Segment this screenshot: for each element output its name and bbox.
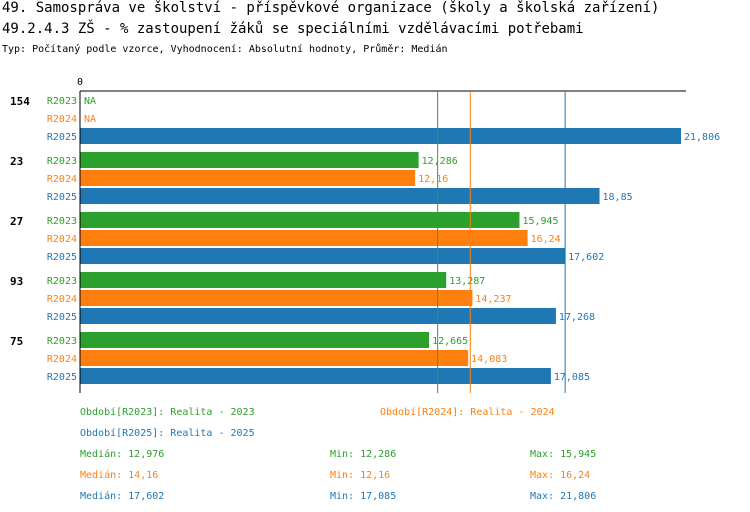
bar-r2023 [80, 272, 447, 288]
legend-max-2023: Max: 15,945 [530, 449, 597, 460]
series-label: R2024 [47, 234, 77, 245]
data-label-na: NA [84, 114, 96, 125]
series-label: R2023 [47, 336, 77, 347]
bar-r2023 [80, 212, 520, 228]
data-label: 14,237 [475, 294, 511, 305]
data-label: 17,085 [554, 372, 590, 383]
series-label: R2025 [47, 252, 77, 263]
series-label: R2024 [47, 354, 77, 365]
data-label: 17,268 [559, 312, 595, 323]
series-label: R2025 [47, 372, 77, 383]
series-label: R2023 [47, 156, 77, 167]
axis-zero-label: 0 [77, 77, 83, 88]
data-label: 12,16 [418, 174, 448, 185]
data-label: 16,24 [531, 234, 561, 245]
bar-r2024 [80, 350, 469, 366]
data-label: 12,286 [422, 156, 458, 167]
bar-r2023 [80, 152, 419, 168]
chart-info: Typ: Počítaný podle vzorce, Vyhodnocení:… [2, 44, 448, 55]
legend-median-2024: Medián: 14,16 [80, 470, 159, 481]
data-label: 18,85 [603, 192, 633, 203]
legend-period-2025: Období[R2025]: Realita - 2025 [80, 428, 255, 439]
data-label: 14,083 [471, 354, 507, 365]
bar-r2025 [80, 248, 566, 264]
category-label: 27 [10, 215, 23, 228]
series-label: R2025 [47, 192, 77, 203]
data-label-na: NA [84, 96, 96, 107]
series-label: R2025 [47, 132, 77, 143]
legend-max-2024: Max: 16,24 [530, 470, 591, 481]
bar-r2025 [80, 188, 600, 204]
series-label: R2024 [47, 114, 77, 125]
bar-r2025 [80, 308, 556, 324]
data-label: 17,602 [568, 252, 604, 263]
series-label: R2025 [47, 312, 77, 323]
legend-period-2023: Období[R2023]: Realita - 2023 [80, 407, 255, 418]
legend-min-2024: Min: 12,16 [330, 470, 391, 481]
category-label: 75 [10, 335, 23, 348]
bar-r2025 [80, 368, 551, 384]
data-label: 15,945 [522, 216, 558, 227]
data-label: 21,806 [684, 132, 720, 143]
category-label: 93 [10, 275, 23, 288]
legend-max-2025: Max: 21,806 [530, 491, 597, 502]
legend-min-2025: Min: 17,085 [330, 491, 397, 502]
series-label: R2024 [47, 174, 77, 185]
chart-subtitle: 49.2.4.3 ZŠ - % zastoupení žáků se speci… [2, 21, 584, 37]
data-label: 13,287 [449, 276, 485, 287]
bar-r2023 [80, 332, 430, 348]
legend-period-2024: Období[R2024]: Realita - 2024 [380, 407, 555, 418]
bar-r2025 [80, 128, 681, 144]
series-label: R2023 [47, 96, 77, 107]
category-label: 154 [10, 95, 30, 108]
legend-median-2023: Medián: 12,976 [80, 449, 165, 460]
bar-chart: 0 154 R2023 NA R2024 NA R2025 21,806 23 R2023 12,2… [10, 77, 720, 393]
legend-min-2023: Min: 12,286 [330, 449, 397, 460]
bar-r2024 [80, 290, 473, 306]
chart-title: 49. Samospráva ve školství - příspěvkové… [2, 0, 660, 16]
legend-median-2025: Medián: 17,602 [80, 491, 165, 502]
data-label: 12,665 [432, 336, 468, 347]
category-label: 23 [10, 155, 23, 168]
bar-r2024 [80, 170, 416, 186]
bar-r2024 [80, 230, 528, 246]
series-label: R2023 [47, 216, 77, 227]
series-label: R2023 [47, 276, 77, 287]
series-label: R2024 [47, 294, 77, 305]
